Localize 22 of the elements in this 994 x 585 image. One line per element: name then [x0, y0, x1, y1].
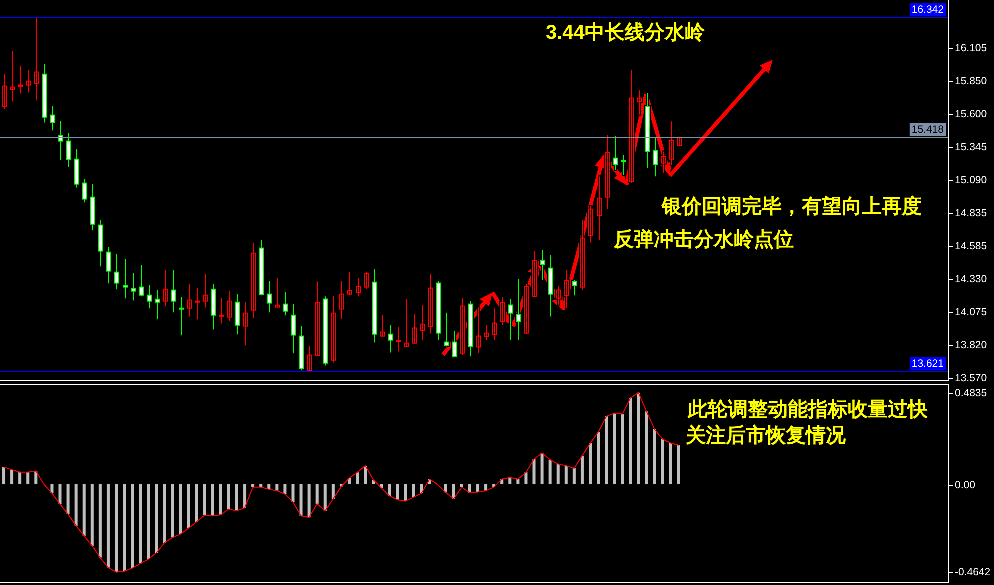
ref-line-label: 15.418	[912, 124, 944, 136]
y-tick-label: 13.820	[955, 340, 988, 352]
y-tick-label: 15.850	[955, 76, 988, 88]
y-tick-label: 0.00	[955, 480, 976, 492]
y-tick-label: 14.835	[955, 208, 988, 220]
annotation: 反弹冲击分水岭点位	[613, 228, 794, 251]
annotation: 此轮调整动能指标收量过快	[687, 398, 929, 421]
y-tick-label: 13.570	[955, 372, 988, 384]
y-tick-label: 14.075	[955, 306, 988, 318]
annotation: 银价回调完毕，有望向上再度	[661, 195, 922, 218]
y-tick-label: 15.345	[955, 142, 988, 154]
annotation: 关注后市恢复情况	[685, 424, 847, 447]
y-tick-label: 15.090	[955, 174, 988, 186]
annotation: 3.44中长线分水岭	[546, 22, 706, 44]
ref-line-label: 13.621	[912, 358, 944, 370]
ref-line-label: 16.342	[912, 4, 944, 16]
y-tick-label: 14.330	[955, 274, 988, 286]
y-tick-label: 14.585	[955, 240, 988, 252]
y-tick-label: 15.600	[955, 108, 988, 120]
y-tick-label: 0.4835	[955, 388, 988, 400]
y-tick-label: 16.105	[955, 42, 988, 54]
y-tick-label: -0.4642	[955, 566, 991, 578]
